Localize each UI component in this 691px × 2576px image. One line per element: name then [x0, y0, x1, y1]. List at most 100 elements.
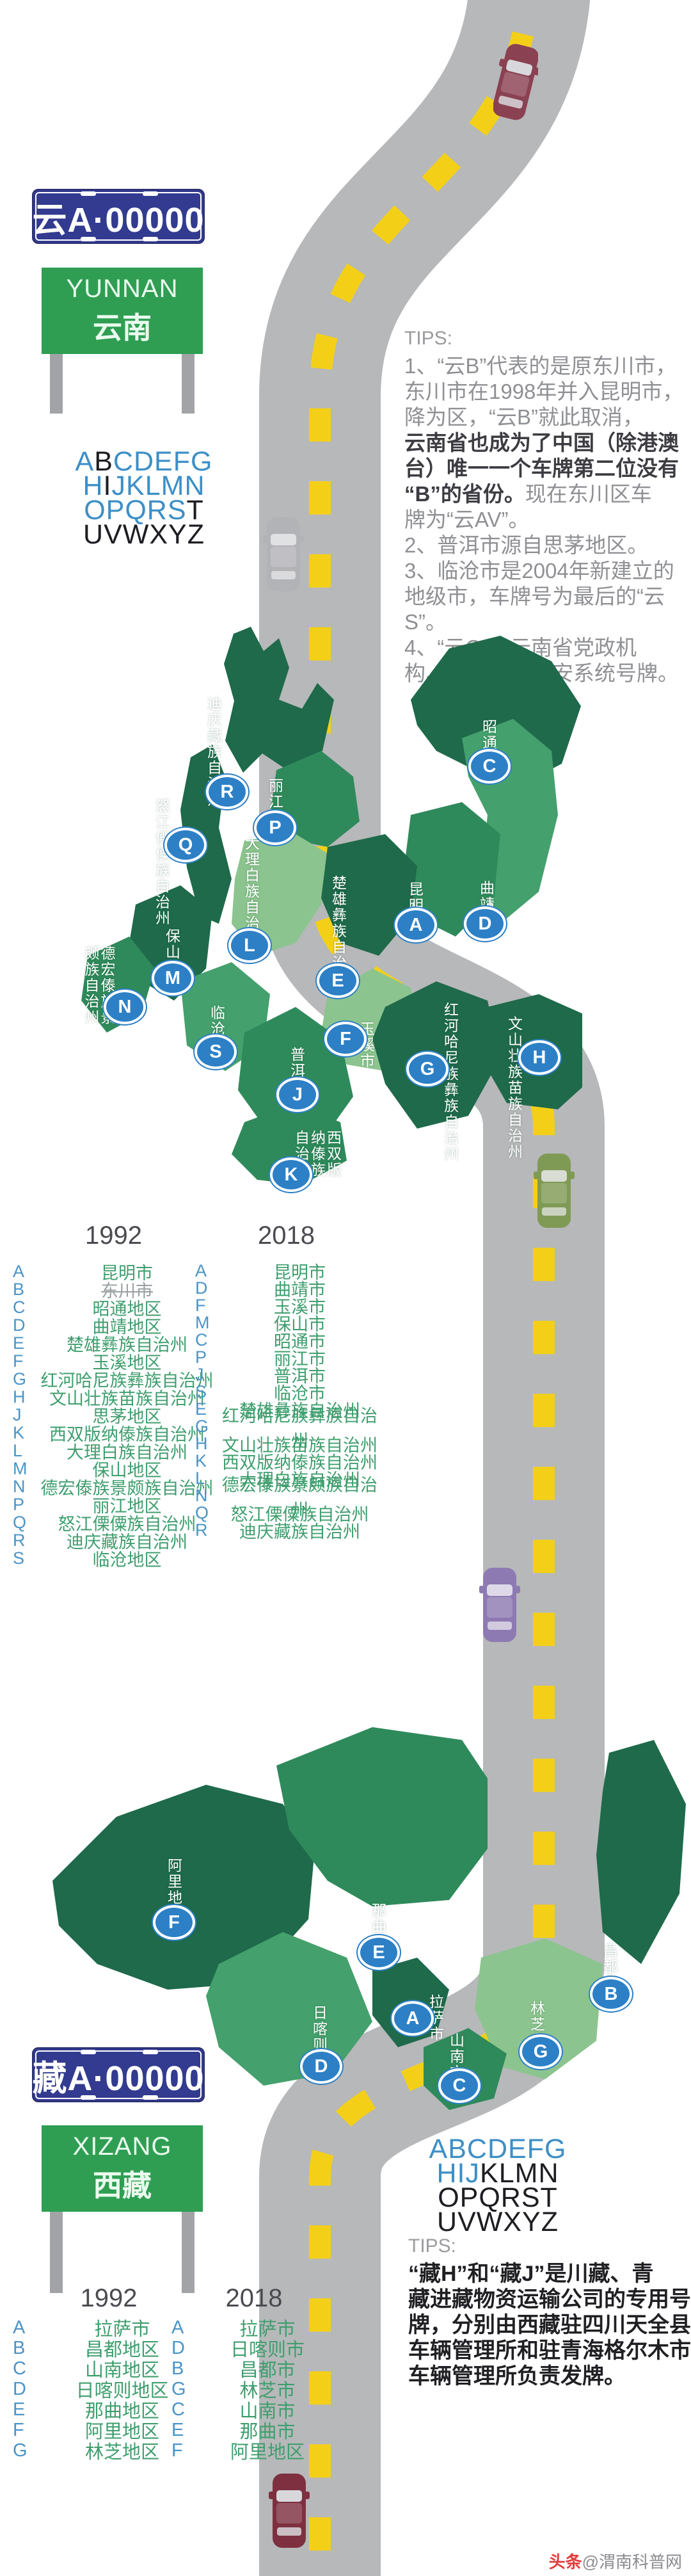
prefix-letter-Z: Z: [541, 2207, 559, 2237]
map-marker-M: M: [152, 961, 194, 995]
plate-rivet: [80, 237, 96, 241]
yunnan-sign-panel: YUNNAN 云南: [42, 268, 203, 354]
column-header-2018: 2018: [258, 1221, 315, 1250]
code-letter: R: [13, 1530, 26, 1550]
map-marker-E: E: [358, 1935, 400, 1970]
xizang-sign-panel: XIZANG 西藏: [42, 2125, 203, 2212]
code-letter: A: [13, 2317, 26, 2338]
tips-text: 3、临沧市是2004年新建立的: [404, 559, 674, 583]
tips-line: 2、普洱市源自思茅地区。: [404, 533, 686, 558]
code-letter: G: [171, 2378, 186, 2399]
code-letter: D: [171, 2337, 185, 2358]
prefix-letter-N: N: [538, 2158, 559, 2189]
car-purple: [477, 1563, 522, 1646]
prefix-letter-E: E: [508, 2134, 527, 2164]
sign-name-zh: 云南: [93, 311, 152, 344]
code-region: 昌都地区: [84, 2340, 159, 2360]
plate-code-row: C 山南地区: [13, 2358, 205, 2381]
prefix-letter-F: F: [527, 2134, 544, 2164]
prefix-letter-B: B: [448, 2134, 467, 2164]
code-letter: K: [13, 1422, 25, 1442]
code-letter: P: [195, 1348, 207, 1367]
tips-text: 1、“云B”代表的是原东川市，: [404, 354, 677, 378]
prefix-letter-V: V: [457, 2207, 477, 2237]
tips-text: 台）唯一一个车牌第二位没有: [404, 456, 679, 480]
yunnan-tips-panel: [397, 291, 691, 701]
tips-line: 车辆管理所负责发牌。: [408, 2363, 691, 2389]
code-region: 那曲地区: [84, 2401, 159, 2422]
plate-code-row: G 林芝市: [171, 2378, 337, 2402]
code-letter: R: [195, 1520, 208, 1540]
tips-text: 现在东川区车: [525, 482, 652, 506]
car-gray: [261, 513, 306, 596]
plate-code-row: A 拉萨市: [13, 2317, 205, 2340]
tips-text: “藏H”和“藏J”是川藏、青: [408, 2262, 654, 2286]
tips-text: “B”的省份。: [404, 482, 525, 506]
code-region: 楚雄彝族自治州: [239, 1401, 360, 1421]
code-letter: F: [195, 1296, 206, 1315]
tips-text: 藏进藏物资运输公司的专用号: [408, 2287, 691, 2312]
prefix-letter-P: P: [459, 2182, 479, 2213]
prefix-letter-X: X: [149, 519, 169, 550]
sign-name-en: XIZANG: [72, 2132, 172, 2161]
watermark-handle: @渭南科普网: [582, 2552, 682, 2572]
plate-frame: 云A·00000: [32, 192, 204, 241]
car-bottom-red: [267, 2469, 312, 2552]
prefix-letter-L: L: [498, 2158, 515, 2189]
prefix-letter-U: U: [83, 519, 104, 550]
yunnan-column-2018: 2018 A 昆明市 D 曲靖市 F 玉溪市 M 保山市 C 昭通市 P 丽江市 J 普洱市 S 临沧市 E 楚雄彝…: [195, 1221, 377, 1542]
map-marker-G: G: [406, 1052, 449, 1086]
code-letter: E: [171, 2419, 184, 2440]
code-letter: N: [195, 1486, 208, 1505]
plate-code-row: B 昌都地区: [13, 2337, 205, 2361]
prefix-letter-T: T: [186, 495, 204, 526]
plate-code-row: E 楚雄彝族自治州: [13, 1333, 214, 1355]
prefix-letter-G: G: [544, 2134, 567, 2164]
code-letter: L: [195, 1469, 205, 1488]
code-region: 迪庆藏族自治州: [67, 1532, 187, 1552]
map-marker-L: L: [228, 928, 271, 963]
code-region: 大理白族自治州: [67, 1442, 187, 1462]
code-region: 昭通市: [274, 1332, 326, 1351]
code-region: 曲靖市: [274, 1280, 326, 1300]
prefix-letter-A: A: [75, 446, 95, 477]
plate-code-row: L 大理白族自治州: [13, 1441, 214, 1462]
code-letter: J: [13, 1405, 22, 1424]
plate-code-row: R 迪庆藏族自治州: [13, 1530, 214, 1552]
code-region: 红河哈尼族彝族自治州: [222, 1406, 377, 1451]
prefix-letter-T: T: [540, 2182, 558, 2213]
plate-rivet: [142, 2050, 158, 2054]
code-letter: D: [195, 1278, 208, 1298]
code-region: 昆明市: [274, 1263, 326, 1282]
code-letter: S: [13, 1548, 25, 1568]
plate-code-row: K 西双版纳傣族自治州: [13, 1422, 214, 1444]
code-letter: C: [171, 2399, 185, 2420]
xizang-license-plate: 藏A·00000: [32, 2047, 205, 2102]
code-letter: C: [13, 2358, 26, 2379]
yunnan-map: 昆明市 A 昭通市 C 曲靖市 D 楚雄彝族自治州 E 玉溪市 F 红河哈尼族彝族自治州 G 文山壮族苗…: [51, 624, 582, 1192]
plate-code-row: F 玉溪市: [195, 1296, 377, 1317]
code-region: 阿里地区: [230, 2442, 305, 2463]
region-label-Q: 怒江傈僳族自治州: [153, 798, 170, 926]
plate-code-row: M 保山地区: [13, 1459, 214, 1480]
xizang-column-2018: 2018 A 拉萨市 D 日喀则市 B 昌都市 G 林芝市 C 山南市 E 那曲市 F 阿里地区: [171, 2284, 337, 2463]
tips-line: 车辆管理所和驻青海格尔木市: [408, 2338, 691, 2363]
prefix-letter-W: W: [122, 519, 150, 550]
map-marker-P: P: [254, 810, 296, 845]
plate-code-row: F 阿里地区: [171, 2440, 337, 2463]
code-letter: B: [13, 2337, 26, 2358]
code-letter: B: [171, 2358, 184, 2379]
plate-code-row: G 红河哈尼族彝族自治州: [13, 1369, 214, 1390]
code-region: 德宏傣族景颇族自治州: [222, 1475, 377, 1520]
prefix-letter-Q: Q: [125, 495, 147, 526]
prefix-letter-W: W: [476, 2207, 504, 2237]
plate-code-row: C 山南市: [171, 2399, 337, 2422]
map-marker-R: R: [206, 775, 248, 809]
map-marker-A: A: [395, 908, 437, 942]
code-letter: B: [13, 1279, 25, 1299]
map-marker-B: B: [590, 1977, 632, 2011]
map-marker-D: D: [464, 906, 506, 941]
letter-row: ABCDEFG: [422, 2134, 573, 2164]
code-region: 迪庆藏族自治州: [239, 1522, 360, 1542]
